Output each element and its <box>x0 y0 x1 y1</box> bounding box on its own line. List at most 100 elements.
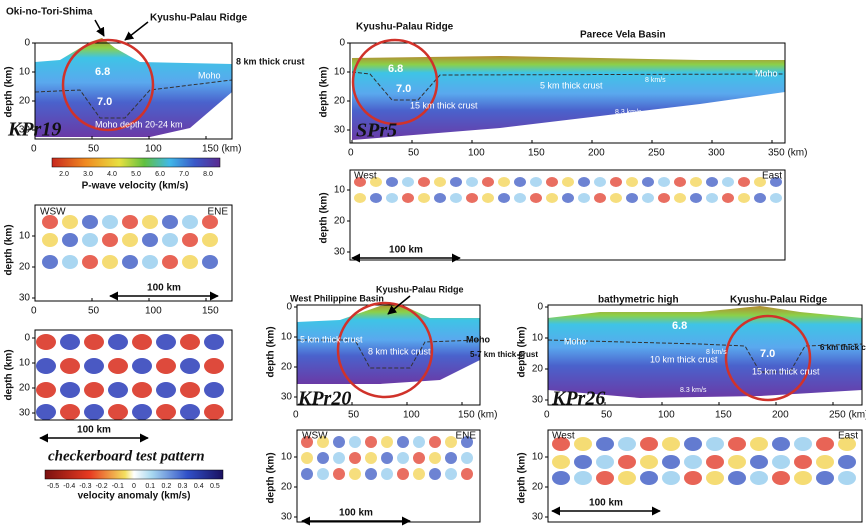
pattern-cell <box>60 358 80 374</box>
pattern-cell <box>204 334 224 350</box>
scale-label: 100 km <box>77 425 111 436</box>
direction-label: WSW <box>40 207 66 218</box>
y-tick-label: 0 <box>339 38 345 49</box>
pattern-cell <box>180 334 200 350</box>
scale-label: 100 km <box>589 498 623 509</box>
anomaly-blob <box>662 471 680 485</box>
anomaly-blob <box>461 452 473 464</box>
y-axis-label: depth (km) <box>517 452 528 503</box>
pattern-cell <box>108 404 128 420</box>
annotation: 5 km thick crust <box>540 80 603 90</box>
y-tick-label: 30 <box>19 125 31 136</box>
y-tick-label: 10 <box>532 452 544 463</box>
anomaly-blob <box>386 193 398 203</box>
anomaly-blob <box>794 455 812 469</box>
anomaly-blob <box>642 177 654 187</box>
anomaly-blob <box>728 437 746 451</box>
anomaly-blob <box>102 255 118 269</box>
y-tick-label: 20 <box>532 482 544 493</box>
colorbar-label: P-wave velocity (km/s) <box>82 181 189 192</box>
y-tick-label: 30 <box>281 512 293 523</box>
anomaly-blob <box>434 177 446 187</box>
y-axis-label: depth (km) <box>4 224 15 275</box>
anomaly-blob <box>365 468 377 480</box>
anomaly-blob <box>429 436 441 448</box>
y-tick-label: 20 <box>532 364 544 375</box>
pointer <box>125 22 148 40</box>
annotation: 8.3 km/s <box>680 387 707 394</box>
velocity-label: 7.0 <box>97 96 112 108</box>
annotation: 10 km thick crust <box>650 354 718 364</box>
anomaly-blob <box>397 452 409 464</box>
colorbar-tick-label: -0.4 <box>63 483 75 490</box>
y-tick-label: 30 <box>532 395 544 406</box>
y-tick-label: 0 <box>24 38 30 49</box>
profile-label: KPr26 <box>551 388 605 410</box>
annotation: Moho <box>755 68 778 78</box>
colorbar-label: velocity anomaly (km/s) <box>78 491 191 502</box>
anomaly-blob <box>381 436 393 448</box>
anomaly-blob <box>574 437 592 451</box>
anomaly-blob <box>838 455 856 469</box>
y-tick-label: 10 <box>19 231 31 242</box>
annotation: 8 km thick crust <box>368 346 431 356</box>
y-axis-label: depth (km) <box>266 452 277 503</box>
colorbar-tick-label: 7.0 <box>179 171 189 178</box>
anomaly-blob <box>301 468 313 480</box>
anomaly-blob <box>640 471 658 485</box>
anomaly-blob <box>162 233 178 247</box>
y-tick-label: 10 <box>281 332 293 343</box>
anomaly-blob <box>750 455 768 469</box>
anomaly-blob <box>42 233 58 247</box>
anomaly-blob <box>397 468 409 480</box>
anomaly-blob <box>82 215 98 229</box>
anomaly-blob <box>618 437 636 451</box>
anomaly-blob <box>317 468 329 480</box>
pattern-cell <box>36 358 56 374</box>
anomaly-blob <box>62 255 78 269</box>
direction-label: West <box>552 431 575 442</box>
x-tick-label: 100 <box>145 144 162 155</box>
pattern-cell <box>132 382 152 398</box>
x-tick-label: 350 (km) <box>768 148 807 159</box>
annotation: Moho <box>198 70 221 80</box>
anomaly-blob <box>397 436 409 448</box>
colorbar-tick-label: 0.3 <box>178 483 188 490</box>
pattern-cell <box>180 382 200 398</box>
anomaly-blob <box>574 471 592 485</box>
anomaly-blob <box>162 255 178 269</box>
colorbar-tick-label: 8.0 <box>203 171 213 178</box>
x-tick-label: 100 <box>145 306 162 317</box>
colorbar-tick-label: 0.2 <box>161 483 171 490</box>
pattern-cell <box>60 382 80 398</box>
anomaly-blob <box>546 177 558 187</box>
anomaly-blob <box>618 471 636 485</box>
anomaly-blob <box>498 193 510 203</box>
anomaly-blob <box>838 471 856 485</box>
direction-label: East <box>838 431 858 442</box>
pattern-cell <box>84 358 104 374</box>
anomaly-blob <box>750 471 768 485</box>
pattern-cell <box>84 404 104 420</box>
anomaly-blob <box>349 468 361 480</box>
anomaly-blob <box>482 177 494 187</box>
anomaly-blob <box>530 177 542 187</box>
anomaly-blob <box>182 255 198 269</box>
anomaly-blob <box>365 436 377 448</box>
x-tick-label: 200 <box>588 148 605 159</box>
annotation: 8 km thick crust <box>236 56 305 66</box>
x-tick-label: 0 <box>293 410 299 421</box>
anomaly-blob <box>466 193 478 203</box>
anomaly-blob <box>578 177 590 187</box>
anomaly-blob <box>429 468 441 480</box>
y-tick-label: 30 <box>19 293 31 304</box>
pattern-cell <box>156 358 176 374</box>
place-label: Oki-no-Tori-Shima <box>6 7 93 18</box>
anomaly-blob <box>728 455 746 469</box>
velocity-label: 6.8 <box>672 320 687 332</box>
anomaly-blob <box>722 193 734 203</box>
anomaly-blob <box>349 452 361 464</box>
anomaly-blob <box>301 452 313 464</box>
anomaly-blob <box>450 177 462 187</box>
anomaly-blob <box>202 255 218 269</box>
